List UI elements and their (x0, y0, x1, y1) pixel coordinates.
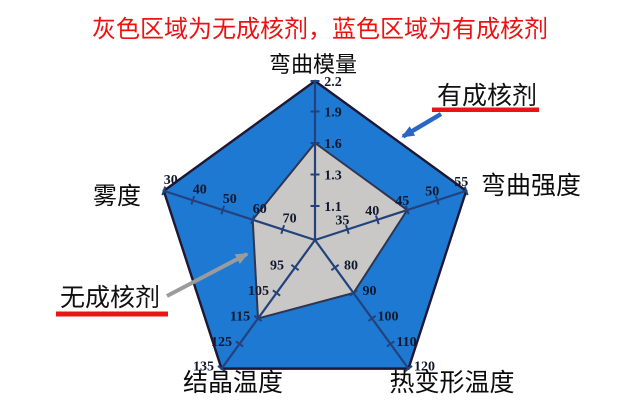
tick-mark (250, 215, 256, 225)
without-agent-underline (56, 311, 168, 317)
tick-label: 80 (344, 259, 358, 274)
tick-label: 1.9 (324, 106, 342, 121)
tick-mark (404, 205, 410, 215)
tick-mark (220, 205, 226, 215)
tick-mark (367, 315, 377, 322)
tick-mark (374, 215, 380, 225)
tick-label: 115 (230, 309, 250, 324)
with-agent-underline (432, 107, 539, 112)
chart-title: 灰色区域为无成核剂，蓝色区域为有成核剂 (92, 16, 548, 43)
axis-label: 弯曲模量 (269, 52, 357, 77)
tick-label: 35 (335, 213, 349, 228)
tick-label: 30 (164, 173, 178, 188)
with-agent-label: 有成核剂 (437, 82, 537, 110)
tick-mark (344, 224, 350, 235)
tick-label: 120 (414, 360, 435, 375)
tick-mark (272, 289, 281, 297)
tick-label: 100 (378, 309, 399, 324)
tick-label: 105 (248, 284, 269, 299)
axis-label: 热变形温度 (389, 369, 514, 397)
without-agent-label: 无成核剂 (60, 284, 160, 312)
tick-label: 60 (253, 202, 267, 217)
tick-label: 90 (362, 284, 376, 299)
tick-mark (161, 186, 167, 196)
tick-label: 1.3 (324, 169, 342, 184)
tick-mark (217, 365, 226, 373)
tick-label: 50 (425, 184, 439, 199)
tick-mark (280, 224, 286, 235)
tick-label: 70 (283, 211, 297, 226)
axis-line (220, 239, 316, 370)
tick-label: 2.2 (324, 75, 342, 90)
without-agent-arrow-icon (166, 252, 249, 298)
tick-label: 40 (365, 204, 379, 219)
tick-mark (463, 186, 469, 196)
tick-mark (434, 195, 440, 205)
axis-label: 弯曲强度 (481, 172, 581, 200)
tick-label: 40 (193, 182, 207, 197)
tick-label: 95 (270, 259, 284, 274)
tick-mark (404, 365, 413, 373)
tick-label: 125 (211, 335, 232, 350)
tick-label: 135 (193, 360, 214, 375)
series-region-without-agent (251, 141, 409, 320)
axis-line (163, 189, 316, 242)
tick-label: 1.1 (324, 200, 342, 215)
tick-label: 110 (396, 335, 416, 350)
tick-mark (330, 264, 340, 271)
axis-line (314, 239, 410, 370)
axis-label: 结晶温度 (183, 369, 283, 397)
tick-label: 1.6 (324, 137, 342, 152)
tick-mark (349, 289, 358, 297)
annotation-with-agent: 有成核剂 (401, 82, 539, 139)
tick-mark (190, 195, 196, 205)
tick-label: 55 (454, 175, 468, 190)
axis-label: 雾度 (93, 183, 141, 210)
tick-mark (290, 264, 300, 271)
tick-label: 45 (395, 194, 409, 209)
with-agent-arrow-icon (401, 112, 443, 139)
tick-mark (386, 340, 395, 348)
annotation-without-agent: 无成核剂 (56, 252, 249, 317)
axis-line (314, 189, 467, 242)
tick-label: 50 (223, 192, 237, 207)
tick-mark (235, 340, 244, 348)
tick-mark (253, 315, 263, 322)
